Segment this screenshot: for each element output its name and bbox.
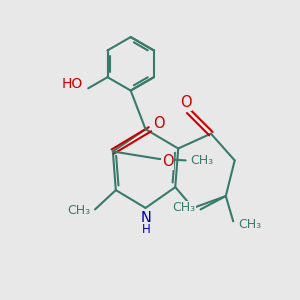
Text: CH₃: CH₃: [190, 154, 214, 167]
Text: CH₃: CH₃: [238, 218, 261, 231]
Text: O: O: [153, 116, 165, 131]
Text: O: O: [162, 154, 174, 169]
Text: CH₃: CH₃: [172, 202, 196, 214]
Text: HO: HO: [61, 77, 82, 91]
Text: N: N: [141, 211, 152, 226]
Text: H: H: [142, 223, 151, 236]
Text: O: O: [180, 95, 191, 110]
Text: CH₃: CH₃: [67, 204, 90, 218]
